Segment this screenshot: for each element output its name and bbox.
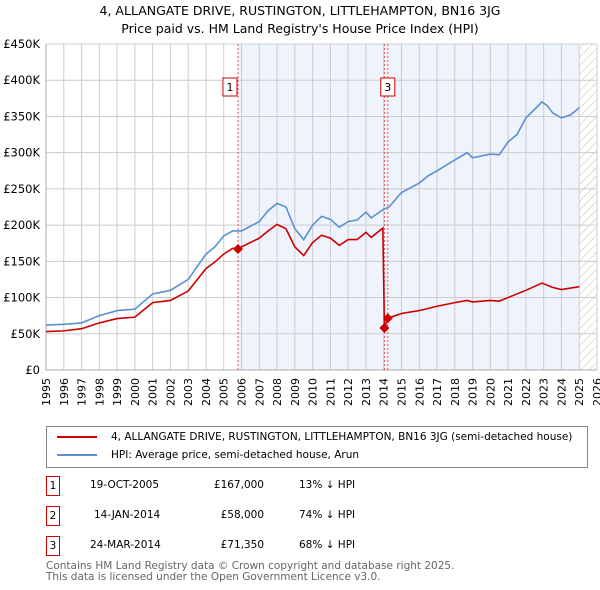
sale-number: 1	[46, 476, 60, 496]
x-tick-label: 2001	[147, 378, 160, 406]
y-tick-label: £0	[25, 363, 40, 377]
footer-line1: Contains HM Land Registry data © Crown c…	[46, 560, 455, 572]
x-tick-label: 2008	[271, 378, 284, 406]
y-tick-label: £300K	[3, 146, 40, 160]
y-tick-label: £250K	[3, 182, 40, 196]
x-tick-label: 2002	[164, 378, 177, 406]
sale-label-text: 3	[384, 81, 391, 94]
sale-price: £71,350	[220, 539, 264, 551]
x-tick-label: 1995	[40, 378, 53, 406]
y-tick-label: £50K	[11, 327, 41, 341]
x-tick-label: 2020	[484, 378, 497, 406]
sale-label-border	[222, 77, 238, 97]
x-tick-label: 1999	[111, 378, 124, 406]
property-price-line	[45, 223, 580, 333]
x-tick-label: 2005	[218, 378, 231, 406]
x-tick-label: 2019	[467, 378, 480, 406]
y-tick-label: £350K	[3, 109, 40, 123]
legend: 4, ALLANGATE DRIVE, RUSTINGTON, LITTLEHA…	[46, 426, 588, 468]
sale-row: 1 19-OCT-2005 £167,000 13% ↓ HPI	[46, 476, 586, 496]
x-tick-label: 2023	[538, 378, 551, 406]
x-tick-label: 2016	[413, 378, 426, 406]
y-tick-label: £100K	[3, 291, 40, 305]
x-tick-label: 2022	[520, 378, 533, 406]
x-tick-label: 2000	[129, 378, 142, 406]
y-tick-label: £400K	[3, 73, 40, 87]
sale-hpi-diff: 13% ↓ HPI	[299, 479, 356, 491]
x-tick-label: 2015	[395, 378, 408, 406]
x-tick-label: 2021	[502, 378, 515, 406]
x-tick-label: 2025	[573, 378, 586, 406]
sale-point	[379, 322, 390, 333]
y-tick-label: £200K	[3, 218, 40, 232]
y-tick-label: £450K	[3, 37, 40, 51]
footer: Contains HM Land Registry data © Crown c…	[46, 561, 454, 583]
x-tick-label: 2017	[431, 378, 444, 406]
x-tick-label: 2018	[449, 378, 462, 406]
sale-hpi-diff: 68% ↓ HPI	[299, 539, 356, 551]
sale-date: 24-MAR-2014	[90, 539, 161, 551]
x-tick-label: 1998	[93, 378, 106, 406]
x-tick-label: 2011	[324, 378, 337, 406]
chart-subtitle: Price paid vs. HM Land Registry's House …	[121, 21, 479, 36]
x-tick-label: 2003	[182, 378, 195, 406]
x-tick-label: 2013	[360, 378, 373, 406]
x-tick-label: 2026	[591, 378, 600, 406]
sale-point	[382, 313, 393, 324]
sale-date: 19-OCT-2005	[90, 479, 159, 491]
x-tick-label: 1996	[58, 378, 71, 406]
sale-label-border	[380, 77, 396, 97]
sale-price: £58,000	[220, 509, 264, 521]
sale-row: 3 24-MAR-2014 £71,350 68% ↓ HPI	[46, 536, 586, 556]
sale-date: 14-JAN-2014	[94, 509, 161, 521]
forecast-hatch	[579, 44, 597, 370]
hpi-line	[45, 100, 580, 326]
sale-label-box: 3	[380, 77, 396, 97]
chart-title: 4, ALLANGATE DRIVE, RUSTINGTON, LITTLEHA…	[99, 3, 501, 18]
sale-number: 3	[46, 536, 60, 556]
sale-number: 2	[46, 506, 60, 526]
x-tick-label: 2012	[342, 378, 355, 406]
legend-swatch-property	[57, 436, 97, 438]
legend-label-hpi: HPI: Average price, semi-detached house,…	[111, 449, 360, 461]
x-tick-label: 2010	[307, 378, 320, 406]
sale-hpi-diff: 74% ↓ HPI	[299, 509, 356, 521]
x-tick-label: 2014	[378, 378, 391, 406]
sale-point	[232, 244, 243, 255]
x-tick-label: 2004	[200, 378, 213, 406]
legend-label-property: 4, ALLANGATE DRIVE, RUSTINGTON, LITTLEHA…	[111, 431, 573, 443]
sale-row: 2 14-JAN-2014 £58,000 74% ↓ HPI	[46, 506, 586, 526]
plot-area: 1995 1996 1997 1998 1999 2000 2001 2002 2003 2004…	[3, 37, 600, 406]
x-tick-label: 1997	[76, 378, 89, 406]
shaded-region	[237, 44, 580, 370]
x-tick-label: 2024	[555, 378, 568, 406]
x-tick-label: 2009	[289, 378, 302, 406]
x-tick-label: 2007	[253, 378, 266, 406]
sale-label-text: 1	[226, 81, 233, 94]
sale-price: £167,000	[213, 479, 264, 491]
legend-swatch-hpi	[57, 454, 97, 456]
y-tick-label: £150K	[3, 254, 40, 268]
x-tick-label: 2006	[236, 378, 249, 406]
footer-line2: This data is licensed under the Open Gov…	[46, 571, 381, 583]
sale-label-box: 1	[222, 77, 238, 97]
